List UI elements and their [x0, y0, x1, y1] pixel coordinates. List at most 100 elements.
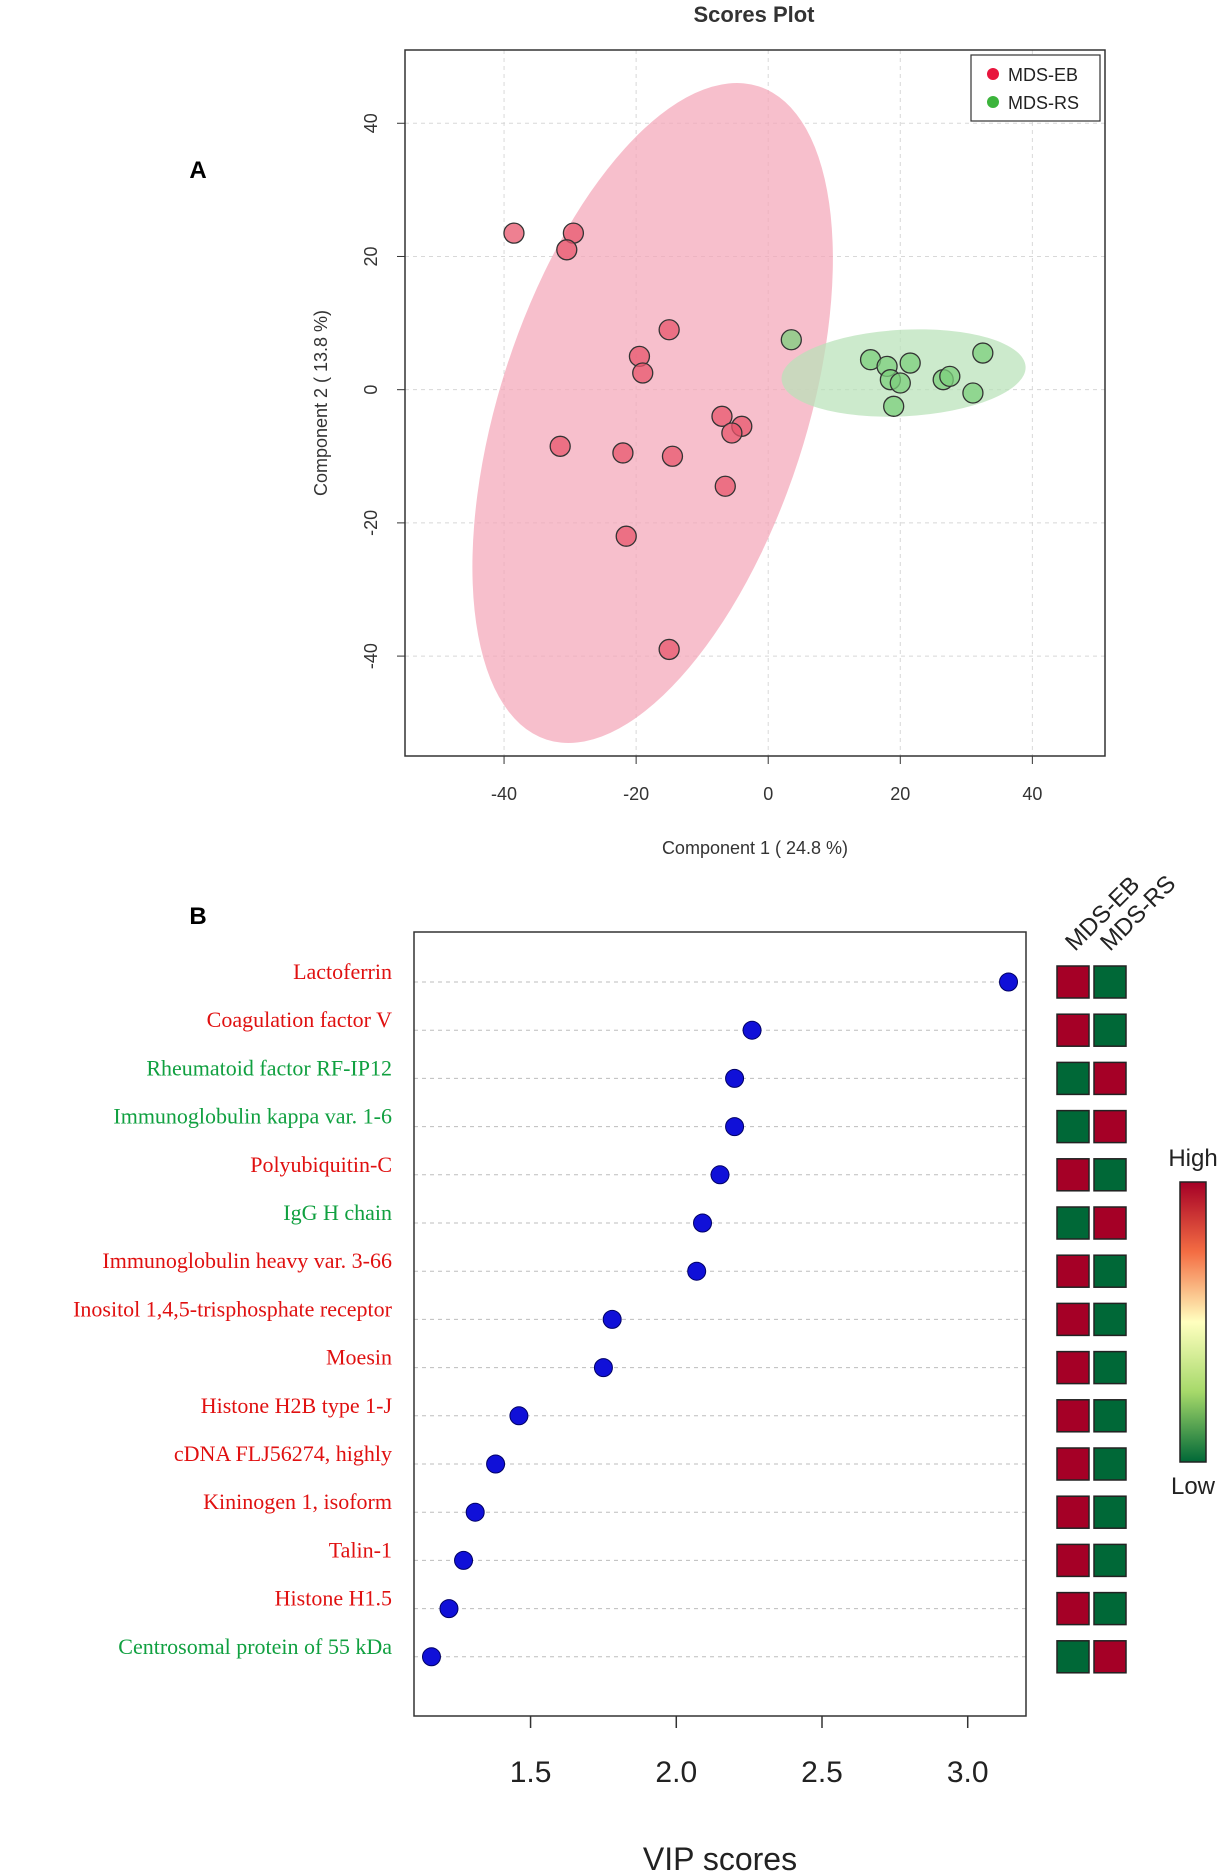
protein-label: cDNA FLJ56274, highly [174, 1441, 392, 1466]
vip-dot [742, 1020, 762, 1040]
protein-label: Kininogen 1, isoform [203, 1489, 392, 1514]
heatmap-columns [1056, 965, 1127, 1674]
heat-cell-mds-rs [1093, 1061, 1127, 1096]
x-tick-label: -40 [491, 784, 517, 804]
heat-cell-mds-eb [1056, 1206, 1090, 1240]
colorbar-gradient [1179, 1181, 1207, 1463]
protein-label: Immunoglobulin kappa var. 1-6 [113, 1104, 392, 1129]
protein-label: Moesin [326, 1345, 392, 1370]
vip-dot [725, 1117, 745, 1137]
x-axis-ticks: -40 -20 0 20 40 [491, 756, 1042, 804]
legend-swatch-mds-eb [987, 68, 999, 80]
x-tick-label: 40 [1022, 784, 1042, 804]
heat-cell-mds-eb [1056, 1350, 1090, 1385]
heat-cell-mds-rs [1093, 1495, 1127, 1529]
heat-cell-mds-eb [1056, 1302, 1090, 1337]
vip-dot [710, 1165, 730, 1185]
heat-cell-mds-rs [1093, 1350, 1127, 1385]
legend-box [970, 54, 1101, 122]
heat-cell-mds-eb [1056, 1640, 1090, 1674]
protein-label: Histone H1.5 [275, 1586, 392, 1611]
score-points [503, 222, 994, 661]
vip-x-axis-label: VIP scores [643, 1841, 797, 1874]
heat-cell-mds-eb [1056, 1447, 1090, 1481]
heat-cell-mds-rs [1093, 1591, 1127, 1626]
heat-cell-mds-eb [1056, 1495, 1090, 1529]
x-axis-label: Component 1 ( 24.8 %) [662, 838, 848, 858]
y-tick-label: 20 [361, 246, 381, 266]
y-axis-ticks: -40 -20 0 20 40 [361, 113, 405, 669]
x-tick-label: 20 [890, 784, 910, 804]
protein-labels: Lactoferrin Coagulation factor V Rheumatoi… [73, 959, 393, 1659]
y-tick-label: 40 [361, 113, 381, 133]
heat-cell-mds-rs [1093, 965, 1127, 999]
legend: MDS-EB MDS-RS [970, 54, 1101, 122]
x-tick-label: 0 [763, 784, 773, 804]
protein-label: Talin-1 [329, 1537, 392, 1562]
heat-cell-mds-rs [1093, 1206, 1127, 1240]
panel-b-label: B [189, 903, 206, 930]
vip-x-tick-label: 1.5 [510, 1756, 552, 1789]
protein-label: Rheumatoid factor RF-IP12 [146, 1055, 392, 1080]
protein-label: Inositol 1,4,5-trisphosphate receptor [73, 1296, 393, 1321]
vip-x-tick-label: 2.0 [655, 1756, 697, 1789]
legend-label-mds-eb: MDS-EB [1008, 65, 1078, 85]
point-mds-rs [780, 329, 802, 351]
vip-dot [465, 1502, 485, 1522]
vip-dot [454, 1550, 474, 1570]
point-mds-eb [658, 319, 680, 341]
vip-dot [486, 1454, 506, 1474]
heat-cell-mds-rs [1093, 1447, 1127, 1481]
scores-plot-title: Scores Plot [693, 2, 815, 27]
y-tick-label: -40 [361, 643, 381, 669]
point-mds-eb [658, 638, 680, 661]
x-tick-label: -20 [623, 784, 649, 804]
heat-cell-mds-rs [1093, 1013, 1127, 1047]
heat-cell-mds-eb [1056, 965, 1090, 999]
point-mds-rs [962, 382, 984, 404]
scores-plot-panel: A Scores Plot -40 -20 0 20 40 -40 -20 0 20 40 Co… [189, 2, 1106, 858]
heat-cell-mds-eb [1056, 1158, 1090, 1192]
heat-cell-mds-rs [1093, 1109, 1127, 1144]
vip-dot [693, 1213, 713, 1233]
heat-cell-mds-eb [1056, 1591, 1090, 1626]
vip-dot [725, 1068, 745, 1088]
vip-dot [687, 1261, 707, 1281]
point-mds-eb [556, 239, 578, 261]
y-tick-label: -20 [361, 510, 381, 536]
scores-plot-frame [404, 49, 1106, 757]
point-mds-rs [972, 342, 994, 364]
vip-dot [602, 1309, 622, 1329]
protein-label: Immunoglobulin heavy var. 3-66 [102, 1248, 392, 1273]
legend-label-mds-rs: MDS-RS [1008, 93, 1079, 113]
vip-x-tick-label: 2.5 [801, 1756, 843, 1789]
point-mds-rs [899, 352, 921, 374]
heat-cell-mds-rs [1093, 1158, 1127, 1192]
heat-cell-mds-rs [1093, 1302, 1127, 1337]
heat-cell-mds-rs [1093, 1254, 1127, 1288]
point-mds-rs [883, 395, 905, 417]
panel-a-label: A [189, 157, 206, 184]
point-mds-rs [889, 372, 911, 394]
vip-plot-frame [413, 931, 1027, 1717]
heat-cell-mds-rs [1093, 1640, 1127, 1674]
heat-cell-mds-eb [1056, 1061, 1090, 1096]
protein-label: Centrosomal protein of 55 kDa [118, 1634, 392, 1659]
vip-dot [439, 1599, 459, 1619]
heat-cell-mds-rs [1093, 1543, 1127, 1578]
point-mds-eb [711, 405, 733, 427]
protein-label: Coagulation factor V [207, 1007, 392, 1032]
vip-dot [593, 1358, 613, 1378]
colorbar-high-label: High [1168, 1145, 1217, 1172]
point-mds-eb [661, 445, 684, 467]
protein-label: Histone H2B type 1-J [201, 1393, 393, 1418]
colorbar: High Low [1168, 1145, 1217, 1500]
point-mds-eb [714, 475, 736, 497]
point-mds-eb [612, 442, 634, 464]
point-mds-rs [939, 365, 961, 388]
point-mds-eb [632, 362, 654, 384]
heat-cell-mds-eb [1056, 1399, 1090, 1433]
point-mds-eb [615, 525, 637, 547]
protein-label: Polyubiquitin-C [250, 1152, 392, 1177]
